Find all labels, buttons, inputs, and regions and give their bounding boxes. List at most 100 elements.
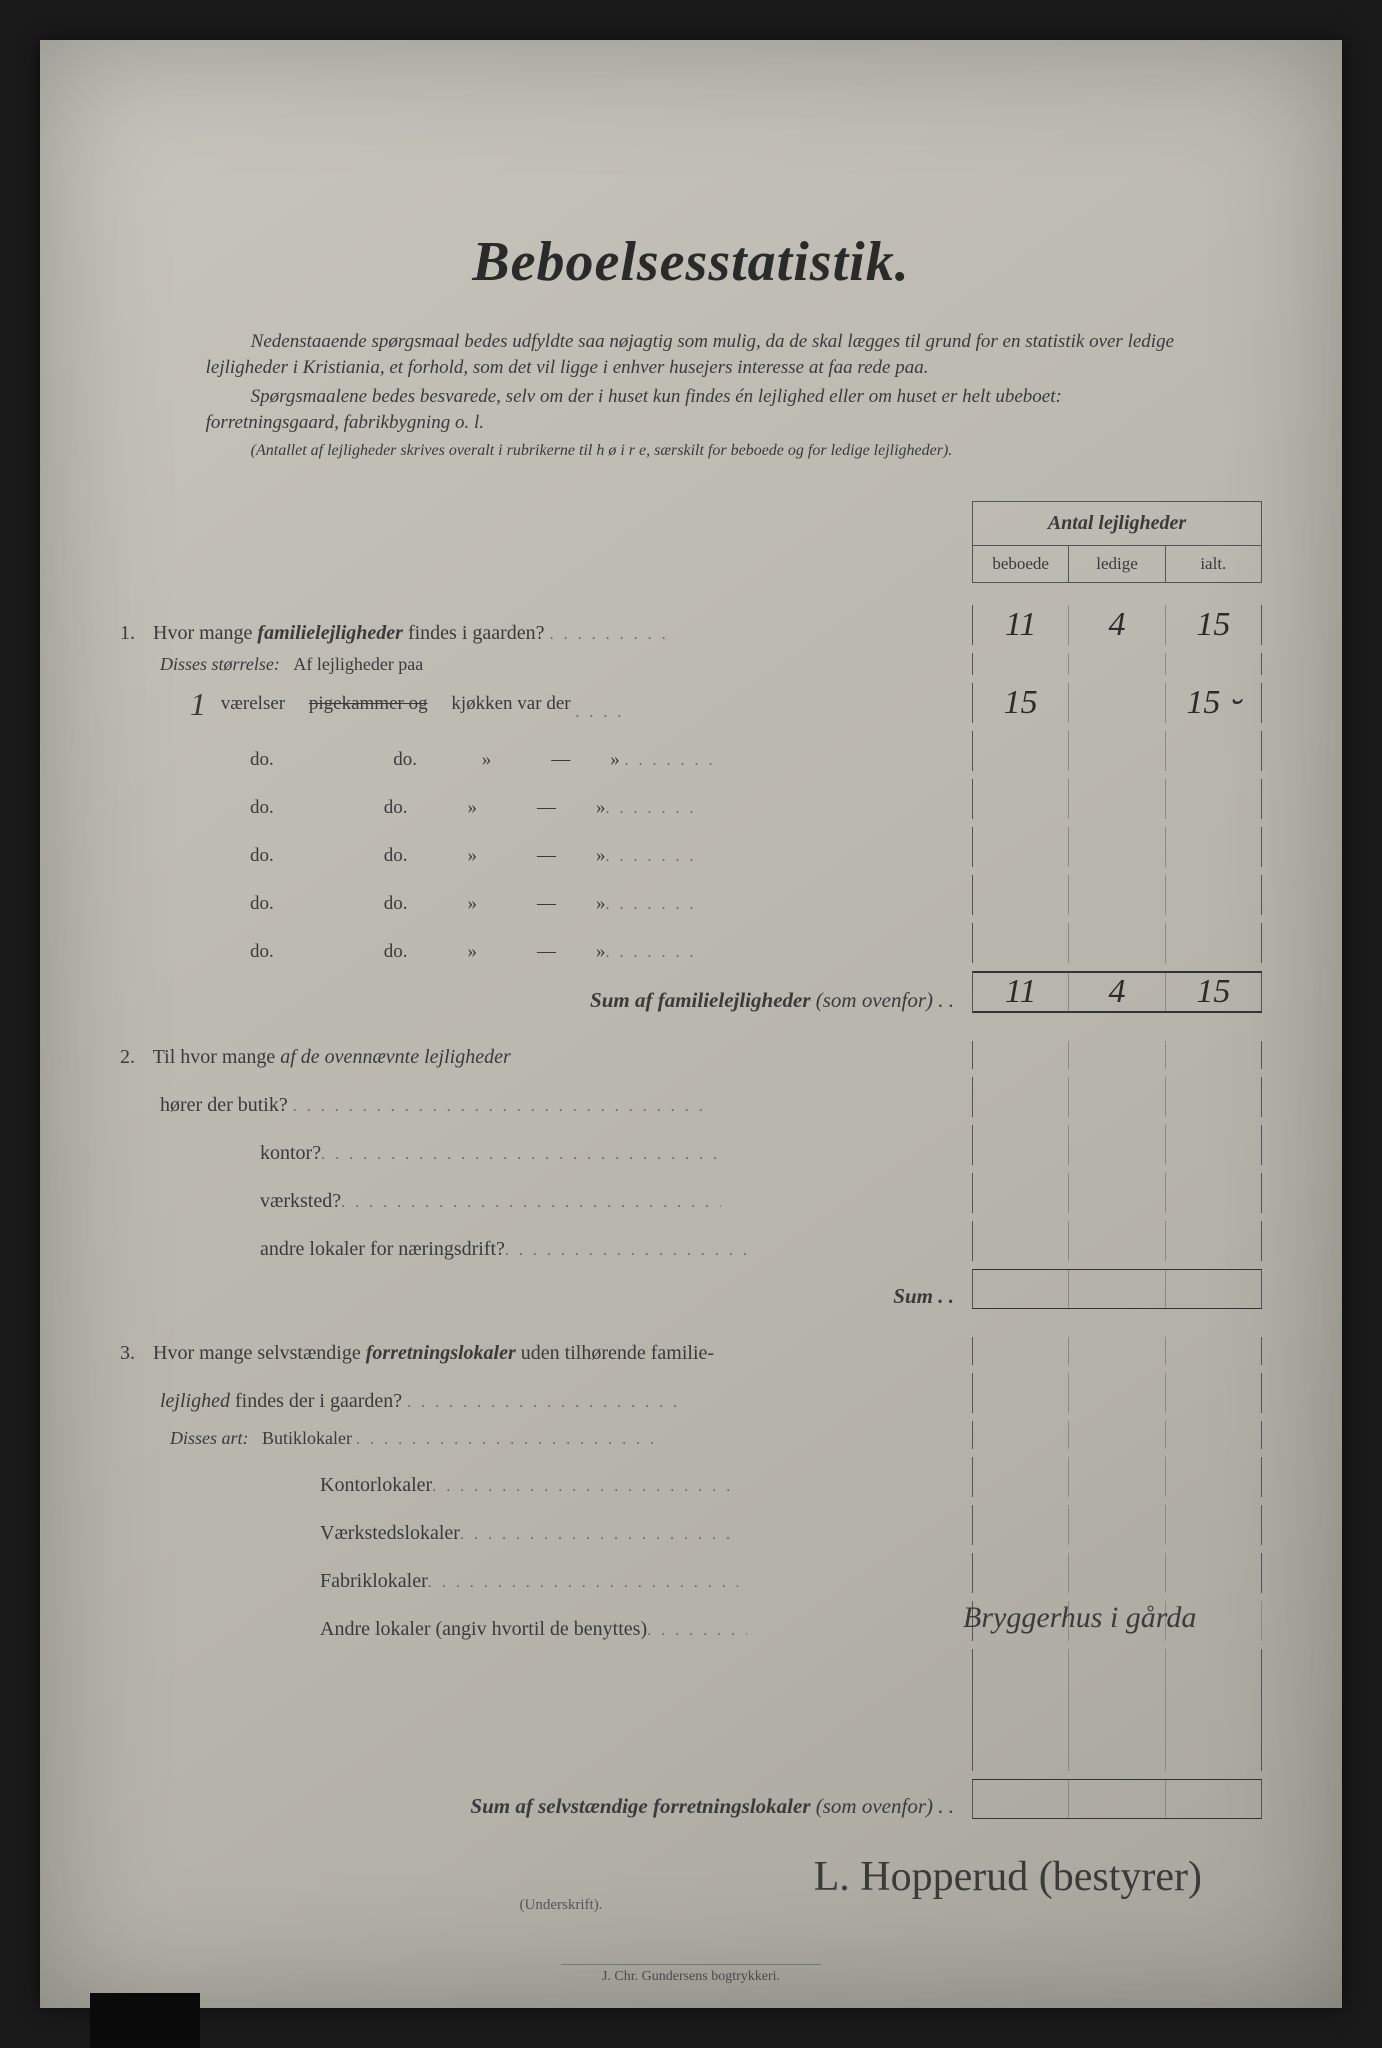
- col-beboede: beboede: [973, 546, 1069, 582]
- col-ialt: ialt.: [1166, 546, 1261, 582]
- c1: do.: [250, 941, 274, 962]
- size-row-2: do.do.»—»: [120, 775, 1262, 823]
- q1-term: familielejligheder: [257, 622, 403, 644]
- size-c3: kjøkken var der: [451, 693, 570, 714]
- cell: 15: [973, 683, 1069, 723]
- q3-sum-lbl: Sum af selvstændige forretningslokaler (…: [120, 1794, 972, 1819]
- cells: [972, 1173, 1262, 1213]
- t2: forretningslokaler: [366, 1342, 516, 1364]
- c1: do.: [250, 845, 274, 866]
- size-label-0: 1 værelser pigekammer og kjøkken var der: [120, 686, 972, 723]
- signature-block: L. Hopperud (bestyrer) (Underskrift).: [120, 1853, 1262, 1914]
- cells: [972, 1457, 1262, 1497]
- lbl: Værkstedslokaler: [120, 1522, 972, 1545]
- q1-label: 1. Hvor mange familielejligheder findes …: [120, 622, 972, 645]
- c2: do.: [393, 749, 417, 770]
- cells: [972, 1041, 1262, 1069]
- intro-p2: Spørgsmaalene bedes besvarede, selv om d…: [206, 384, 1177, 435]
- c1: do.: [250, 749, 274, 770]
- size-label: do. do. »—»: [120, 749, 972, 771]
- cell: [1069, 683, 1165, 723]
- dots: [606, 941, 696, 963]
- dots: [625, 749, 715, 771]
- lbl: lejlighed findes der i gaarden?: [120, 1390, 972, 1413]
- dots: [407, 1390, 687, 1413]
- dots: [428, 1570, 738, 1593]
- dots: [460, 1522, 740, 1545]
- dots: [341, 1190, 721, 1213]
- q1-text-a: Hvor mange: [153, 622, 257, 644]
- q3-item-3: Fabriklokaler: [120, 1549, 1262, 1597]
- cells: Bryggerhus i gårda: [972, 1601, 1262, 1641]
- lbl: Kontorlokaler: [120, 1474, 972, 1497]
- t3: uden tilhørende familie-: [516, 1342, 714, 1364]
- t: Sum af selvstændige forretningslokaler: [470, 1794, 810, 1818]
- q1-sum-row: Sum af familielejligheder (som ovenfor) …: [120, 967, 1262, 1017]
- size-c2-strike: pigekammer og: [309, 693, 428, 714]
- q3-item-1: Kontorlokaler: [120, 1453, 1262, 1501]
- page-title: Beboelsesstatistik.: [120, 230, 1262, 294]
- printer-credit: J. Chr. Gundersens bogtrykkeri.: [561, 1964, 821, 1985]
- t: lejlighed: [160, 1390, 230, 1412]
- c2: do.: [384, 893, 408, 914]
- dots: [293, 1094, 713, 1117]
- q3-line2: lejlighed findes der i gaarden?: [120, 1369, 1262, 1417]
- cells: [972, 1373, 1262, 1413]
- lbl: andre lokaler for næringsdrift?: [120, 1238, 972, 1261]
- dots: [505, 1238, 755, 1261]
- q1-sum-label: Sum af familielejligheder (som ovenfor) …: [120, 988, 972, 1013]
- cells: [972, 1553, 1262, 1593]
- rows: 1. Hvor mange familielejligheder findes …: [120, 501, 1262, 1823]
- q1-num: 1.: [120, 622, 148, 645]
- film-notch: [90, 1993, 200, 2048]
- size-label: do.do.»—»: [120, 797, 972, 819]
- size-label: do.do.»—»: [120, 941, 972, 963]
- t: Fabriklokaler: [320, 1570, 428, 1592]
- q2-row: 2. Til hvor mange af de ovennævnte lejli…: [120, 1037, 1262, 1073]
- cells: [972, 1077, 1262, 1117]
- lbl: Fabriklokaler: [120, 1570, 972, 1593]
- cells: [972, 1125, 1262, 1165]
- cells: [972, 827, 1262, 867]
- cells: [972, 875, 1262, 915]
- p: (som ovenfor) . .: [816, 1794, 954, 1818]
- size-row-0: 1 værelser pigekammer og kjøkken var der…: [120, 679, 1262, 727]
- dots: [357, 1428, 657, 1449]
- q2-line2: hører der butik?: [120, 1073, 1262, 1121]
- cells: [972, 1221, 1262, 1261]
- q3-disses: Disses art: Butiklokaler: [120, 1417, 1262, 1453]
- dots: [550, 622, 670, 645]
- t: Disses art:: [170, 1428, 249, 1448]
- q2-line2-label: hører der butik?: [120, 1094, 972, 1117]
- intro-p1: Nedenstaaende spørgsmaal bedes udfyldte …: [206, 329, 1177, 380]
- t: Sum . .: [893, 1284, 954, 1308]
- dots: [606, 893, 696, 915]
- q1-ialt: 15: [1166, 605, 1262, 645]
- cells: [972, 731, 1262, 771]
- size-c1: værelser: [221, 693, 285, 714]
- q2-num: 2.: [120, 1046, 148, 1069]
- cells: [972, 1779, 1262, 1819]
- q1-row: 1. Hvor mange familielejligheder findes …: [120, 601, 1262, 649]
- handwritten-note: Bryggerhus i gårda: [963, 1601, 1303, 1635]
- q2-label: 2. Til hvor mange af de ovennævnte lejli…: [120, 1046, 972, 1069]
- form-sheet: Antal lejligheder beboede ledige ialt. 1…: [120, 501, 1262, 1985]
- q1-sum-cells: 11 4 15: [972, 971, 1262, 1013]
- c2: do.: [384, 941, 408, 962]
- t2: findes der i gaarden?: [230, 1390, 402, 1412]
- q2-item-0: kontor?: [120, 1121, 1262, 1169]
- q1-disses-row: Disses størrelse: Af lejligheder paa: [120, 649, 1262, 679]
- cell: 15: [1166, 973, 1262, 1011]
- t: kontor?: [260, 1142, 321, 1164]
- q2-ta: Til hvor mange: [153, 1046, 281, 1068]
- dots: [575, 701, 625, 723]
- q1-beboede: 11: [973, 605, 1069, 645]
- t: Værkstedslokaler: [320, 1522, 460, 1544]
- document-page: Beboelsesstatistik. Nedenstaaende spørgs…: [40, 40, 1342, 2008]
- lbl: kontor?: [120, 1142, 972, 1165]
- t: Kontorlokaler: [320, 1474, 432, 1496]
- size-cells-0: 15 15 ⏑: [972, 683, 1262, 723]
- cell: 15 ⏑: [1166, 683, 1262, 723]
- q3-item-4: Andre lokaler (angiv hvortil de benyttes…: [120, 1597, 1262, 1645]
- col-header-title: Antal lejligheder: [973, 502, 1261, 546]
